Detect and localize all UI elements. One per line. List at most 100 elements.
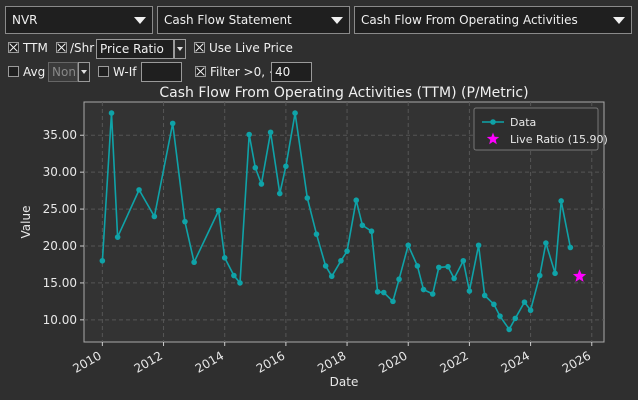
metric-select[interactable]: Cash Flow From Operating Activities [354,6,632,34]
filter-max-input[interactable]: 40 [271,62,312,82]
data-point [527,307,534,314]
what-if-checkbox[interactable] [98,66,109,77]
data-point [396,276,402,283]
data-point [322,263,329,269]
ttm-label: TTM [23,41,48,55]
y-tick-label: 20.00 [43,239,77,253]
chevron-down-icon [177,47,183,51]
statement-value: Cash Flow Statement [164,13,292,27]
x-tick-label: 2018 [315,348,348,375]
use-live-price-label: Use Live Price [209,41,293,55]
x-tick-label: 2020 [376,348,409,375]
x-tick-label: 2014 [193,348,226,375]
data-point [414,263,421,269]
mode-dropdown-button[interactable] [174,39,186,59]
data-point [221,255,228,261]
data-point [182,218,188,225]
data-point [283,163,289,170]
chevron-down-icon [331,17,343,24]
data-point [169,120,176,127]
data-point [215,207,222,214]
mode-value: Price Ratio [100,42,164,56]
chart-title: Cash Flow From Operating Activities (TTM… [159,85,528,101]
data-point [390,298,396,305]
legend-live-marker [486,132,500,145]
data-point [506,326,512,333]
data-point [429,291,436,297]
data-point [405,242,412,249]
data-point [475,242,482,249]
ttm-checkbox[interactable] [8,42,19,53]
data-point [258,181,265,187]
y-axis-label: Value [19,206,33,239]
data-point [451,275,457,282]
statement-select[interactable]: Cash Flow Statement [157,6,350,34]
y-tick-label: 30.00 [43,165,77,179]
data-point [292,110,298,116]
data-point [552,270,558,277]
data-point [338,257,344,264]
data-point [481,292,488,299]
data-point [246,131,252,138]
data-point [512,315,519,322]
y-tick-label: 10.00 [43,313,77,327]
x-tick-label: 2022 [437,348,470,375]
data-point [114,234,121,240]
data-point [353,197,360,204]
data-point [567,244,574,251]
x-tick-label: 2012 [132,348,165,375]
data-point [558,198,564,204]
chevron-down-icon [613,17,625,24]
data-point [420,286,427,293]
chevron-down-icon [134,17,146,24]
data-point [304,195,311,201]
filter-checkbox[interactable] [195,66,206,77]
legend-data-label: Data [510,116,536,129]
data-point [491,301,497,308]
data-point [344,248,350,254]
x-axis-label: Date [330,375,359,389]
chevron-down-icon [81,70,87,74]
data-point [313,231,320,237]
filter-max-value: 40 [275,65,291,79]
metric-value: Cash Flow From Operating Activities [361,13,578,27]
avg-dropdown-button[interactable] [78,62,90,82]
per-share-label: /Shr [70,41,95,55]
ticker-select[interactable]: NVR [5,6,153,34]
data-point [460,257,467,264]
data-point [151,213,158,220]
per-share-checkbox[interactable] [56,42,67,53]
x-tick-label: 2010 [70,348,103,375]
mode-select[interactable]: Price Ratio [96,39,174,59]
live-ratio-marker [572,269,587,282]
data-point [359,222,366,229]
what-if-label: W-If [113,65,137,79]
data-point [328,273,335,280]
data-point [521,299,528,305]
x-tick-label: 2024 [499,348,532,375]
data-point [99,257,106,264]
avg-value: Non [52,65,76,79]
y-tick-label: 35.00 [43,128,77,142]
y-tick-label: 25.00 [43,202,77,216]
data-point [368,228,375,235]
data-point [267,129,274,136]
data-point [276,190,283,197]
data-point [231,272,237,279]
ratio-chart: Cash Flow From Operating Activities (TTM… [19,85,608,389]
legend-data-marker [490,119,496,125]
data-point [136,187,142,193]
avg-label: Avg [23,65,46,79]
legend-live-label: Live Ratio (15.90) [510,133,608,146]
x-tick-label: 2016 [254,348,287,375]
data-point [436,264,442,271]
data-point [108,110,115,116]
use-live-price-checkbox[interactable] [194,42,205,53]
ticker-value: NVR [12,13,38,27]
data-point [252,164,259,171]
legend-box [473,107,599,151]
avg-checkbox[interactable] [8,66,19,77]
what-if-input[interactable] [141,62,182,82]
y-tick-label: 15.00 [43,276,77,290]
avg-select[interactable]: Non [48,62,78,82]
